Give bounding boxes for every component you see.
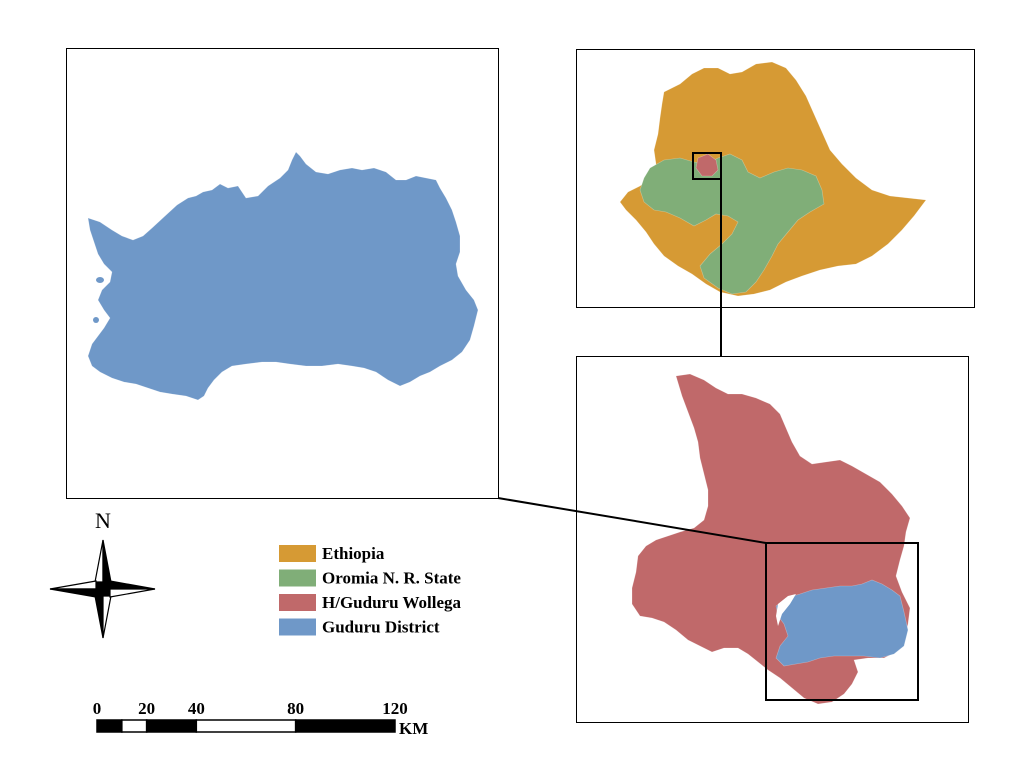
north-label: N bbox=[95, 508, 111, 533]
legend: Ethiopia Oromia N. R. State H/Guduru Wolle… bbox=[279, 544, 462, 637]
scale-bar-segment bbox=[195, 719, 297, 733]
scale-tick-label: 120 bbox=[382, 699, 408, 718]
scale-bar-segment bbox=[96, 719, 123, 733]
legend-item: H/Guduru Wollega bbox=[279, 593, 462, 612]
legend-item: Guduru District bbox=[279, 618, 440, 637]
guduru-district-map-panel bbox=[66, 48, 499, 499]
legend-label: Ethiopia bbox=[322, 544, 385, 563]
scale-bar-segment bbox=[121, 719, 148, 733]
legend-item: Oromia N. R. State bbox=[279, 569, 461, 588]
scale-tick-label: 40 bbox=[188, 699, 205, 718]
horo-guduru-wollega-locator-shape bbox=[695, 153, 719, 177]
legend-swatch bbox=[279, 594, 316, 611]
zone-map-inset-box bbox=[765, 542, 919, 701]
legend-swatch bbox=[279, 618, 316, 636]
legend-label: H/Guduru Wollega bbox=[322, 593, 462, 612]
legend-label: Oromia N. R. State bbox=[322, 569, 461, 588]
ethiopia-locator-inset-box bbox=[692, 152, 722, 180]
guduru-district-shape bbox=[775, 579, 909, 667]
scale-bar-segment bbox=[294, 719, 396, 733]
scale-tick-label: 80 bbox=[287, 699, 304, 718]
ethiopia-locator-map-panel bbox=[576, 49, 975, 308]
legend-swatch bbox=[279, 569, 316, 587]
compass-rose-icon bbox=[49, 539, 156, 639]
connector-detail-to-zone bbox=[497, 497, 767, 544]
zone-map-panel bbox=[576, 356, 969, 723]
scale-tick-label: 0 bbox=[93, 699, 102, 718]
guduru-district-detail-shape bbox=[87, 151, 479, 401]
guduru-district-detail-fragment bbox=[117, 310, 123, 314]
north-arrow: N bbox=[49, 508, 156, 639]
scale-bar-segment bbox=[145, 719, 198, 733]
scale-tick-label: 20 bbox=[138, 699, 155, 718]
guduru-district-detail-fragment bbox=[93, 317, 99, 323]
legend-label: Guduru District bbox=[322, 618, 440, 637]
guduru-district-detail-fragment bbox=[96, 277, 104, 283]
legend-item: Ethiopia bbox=[279, 544, 385, 563]
zone-map-gap bbox=[776, 594, 796, 626]
scale-unit-label: KM bbox=[399, 719, 428, 738]
oromia-region-shape bbox=[639, 153, 825, 295]
legend-swatch bbox=[279, 545, 316, 562]
